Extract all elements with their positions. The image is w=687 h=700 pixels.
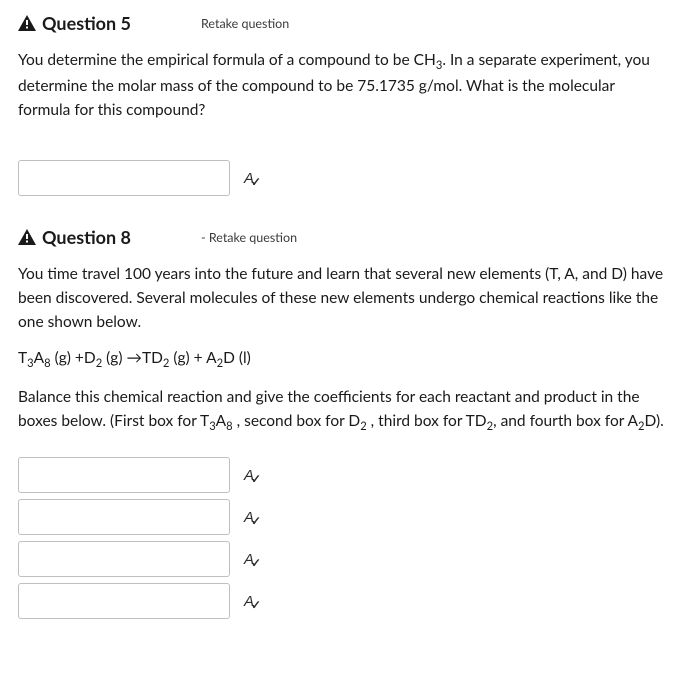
question-8-input-row-4: A✓ [18, 583, 669, 619]
spell-check-mark: ✓ [251, 176, 261, 188]
question-8-answer-input-4[interactable] [18, 583, 230, 619]
question-8-header: Question 8 Retake question [18, 226, 669, 248]
question-8-input-stack: A✓ A✓ A✓ A✓ [18, 457, 669, 619]
question-8-block: Question 8 Retake question You time trav… [18, 226, 669, 619]
retake-question-5-link[interactable]: Retake question [201, 16, 289, 31]
question-8-input-row-3: A✓ [18, 541, 669, 577]
question-8-input-row-2: A✓ [18, 499, 669, 535]
question-5-header: Question 5 Retake question [18, 12, 669, 34]
question-5-text: You determine the empirical formula of a… [18, 48, 669, 122]
question-8-answer-input-1[interactable] [18, 457, 230, 493]
spellcheck-icon[interactable]: A✓ [244, 594, 254, 609]
question-8-input-row-1: A✓ [18, 457, 669, 493]
question-5-title: Question 5 [42, 12, 131, 34]
spell-check-mark: ✓ [251, 599, 261, 611]
spellcheck-icon[interactable]: A✓ [244, 510, 254, 525]
question-8-text-1: You time travel 100 years into the futur… [18, 262, 669, 334]
question-5-answer-input[interactable] [18, 160, 230, 196]
spell-check-mark: ✓ [251, 515, 261, 527]
spellcheck-icon[interactable]: A✓ [244, 468, 254, 483]
retake-question-8-link[interactable]: Retake question [201, 230, 297, 245]
question-5-block: Question 5 Retake question You determine… [18, 12, 669, 196]
warning-icon [18, 227, 36, 249]
question-8-text-2: Balance this chemical reaction and give … [18, 385, 669, 435]
spellcheck-icon[interactable]: A✓ [244, 552, 254, 567]
question-8-body: You time travel 100 years into the futur… [18, 262, 669, 435]
question-5-body: You determine the empirical formula of a… [18, 48, 669, 122]
spell-check-mark: ✓ [251, 473, 261, 485]
spell-check-mark: ✓ [251, 557, 261, 569]
question-5-input-row: A✓ [18, 160, 669, 196]
warning-icon [18, 13, 36, 35]
spellcheck-icon[interactable]: A✓ [244, 171, 254, 186]
question-8-answer-input-3[interactable] [18, 541, 230, 577]
question-8-answer-input-2[interactable] [18, 499, 230, 535]
question-8-title: Question 8 [42, 226, 131, 248]
question-8-equation: T3A8 (g) +D2 (g) →TD2 (g) + A2D (l) [18, 346, 669, 372]
